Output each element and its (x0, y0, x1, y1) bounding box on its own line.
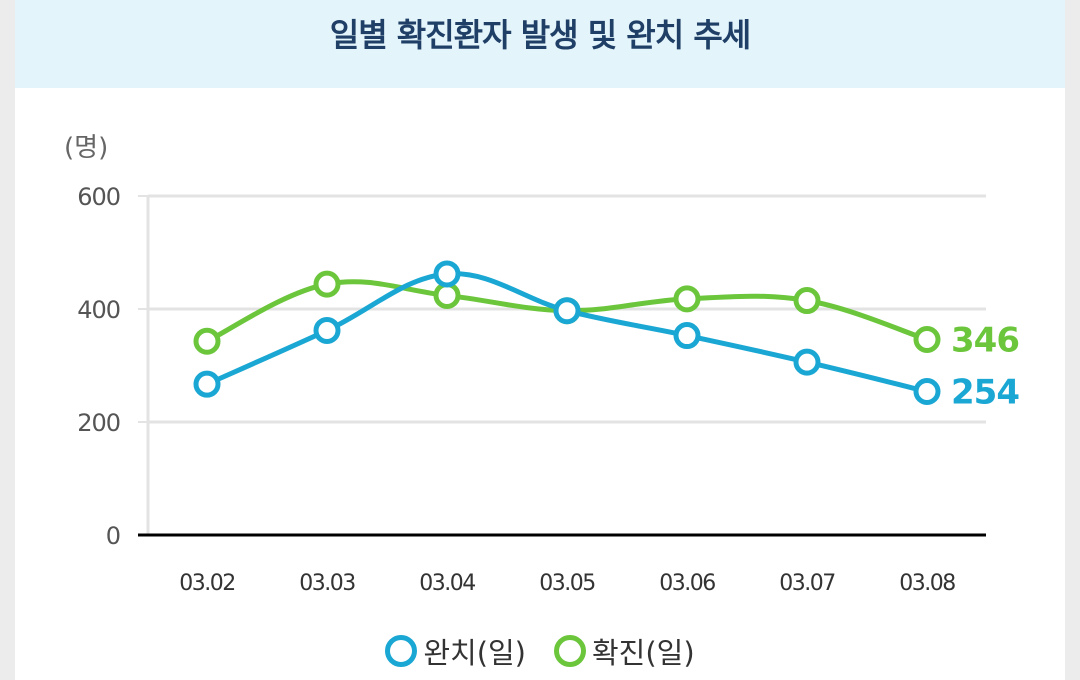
series-recovered-point (433, 260, 461, 288)
x-tick-label: 03.06 (659, 571, 715, 596)
legend-item-confirmed: 확진(일) (554, 630, 695, 672)
y-tick-label: 400 (77, 296, 120, 324)
legend-item-recovered: 완치(일) (385, 630, 526, 672)
chart-title: 일별 확진환자 발생 및 완치 추세 (329, 16, 751, 54)
legend-marker-recovered (385, 635, 418, 667)
legend-marker-confirmed (554, 635, 586, 667)
series-recovered-point (793, 348, 821, 376)
x-tick-label: 03.08 (899, 571, 955, 596)
y-tick-label: 600 (77, 183, 120, 211)
chart-header: 일별 확진환자 발생 및 완치 추세 (15, 0, 1065, 88)
series-recovered-point (193, 370, 221, 398)
series-recovered-point (673, 322, 701, 350)
legend-label-recovered: 완치(일) (423, 636, 526, 670)
y-tick-label: 200 (77, 409, 120, 437)
series-recovered-point (313, 316, 341, 344)
series-recovered-point (913, 377, 941, 405)
legend-label-confirmed: 확진(일) (592, 636, 695, 670)
series-confirmed-point (313, 270, 341, 298)
y-tick-label: 0 (106, 522, 120, 550)
x-tick-label: 03.05 (539, 571, 595, 596)
chart-legend: 완치(일) 확진(일) (0, 628, 1080, 674)
x-tick-label: 03.04 (419, 571, 475, 596)
x-tick-label: 03.02 (179, 571, 234, 596)
series-confirmed-end-label: 346 (951, 321, 1019, 361)
x-tick-label: 03.07 (779, 571, 835, 596)
series-confirmed-point (913, 326, 941, 354)
series-confirmed-point (793, 287, 821, 315)
series-confirmed-point (433, 281, 461, 309)
chart-card: 일별 확진환자 발생 및 완치 추세 (15, 0, 1065, 680)
series-confirmed-point (193, 327, 221, 355)
series-confirmed-point (673, 285, 701, 313)
y-axis-unit-label: (명) (64, 133, 108, 163)
series-recovered-point (553, 297, 581, 325)
x-tick-label: 03.03 (299, 571, 355, 596)
series-recovered-end-label: 254 (951, 372, 1019, 412)
